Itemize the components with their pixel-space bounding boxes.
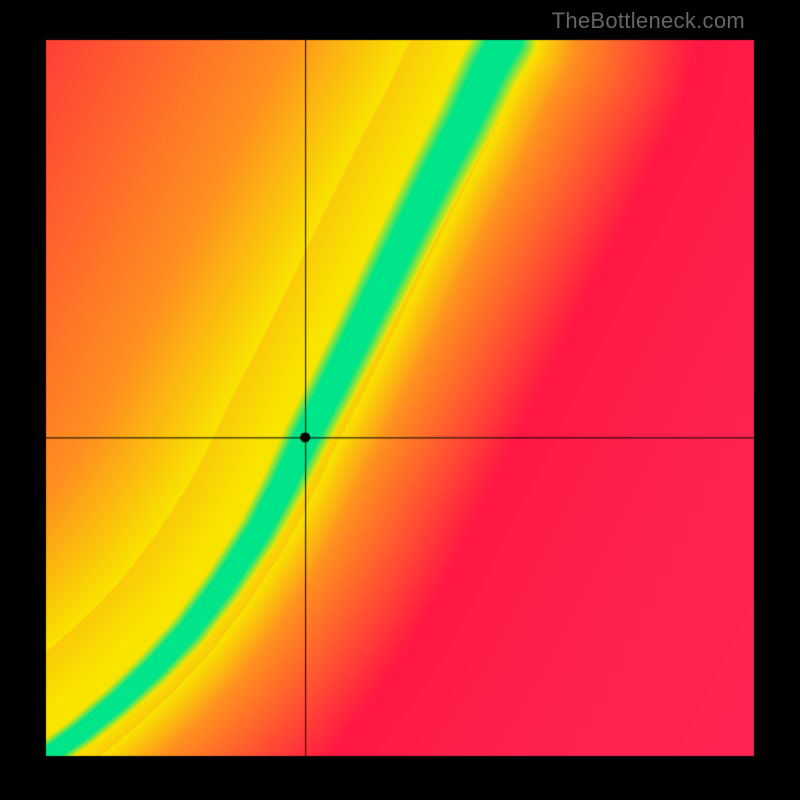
heatmap-canvas bbox=[0, 0, 800, 800]
chart-container: TheBottleneck.com bbox=[0, 0, 800, 800]
watermark-text: TheBottleneck.com bbox=[552, 8, 745, 34]
